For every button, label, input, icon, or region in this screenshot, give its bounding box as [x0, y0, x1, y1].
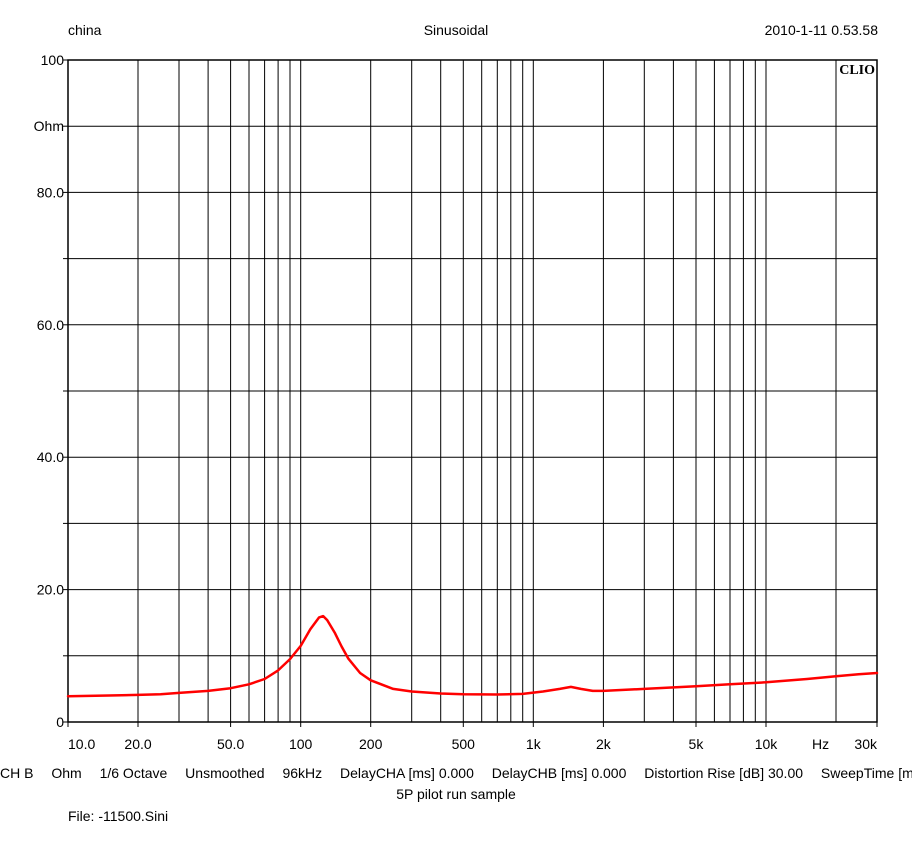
file-name: File: -11500.Sini	[68, 808, 169, 824]
x-axis-label: Hz	[812, 736, 829, 752]
channel-label: CH B	[0, 765, 34, 781]
x-tick-label: 500	[452, 736, 476, 752]
sweep-time-label: SweepTime [ms] 2184	[820, 765, 912, 781]
y-tick-label: 80.0	[37, 184, 64, 200]
samplerate-label: 96kHz	[282, 765, 323, 781]
header-center: Sinusoidal	[423, 22, 489, 38]
y-tick-label: 100	[41, 52, 65, 68]
x-tick-label: 1k	[526, 736, 542, 752]
impedance-curve	[66, 614, 879, 698]
x-tick-label: 10k	[755, 736, 779, 752]
x-tick-label: 10.0	[68, 736, 95, 752]
y-axis-label: Ohm	[34, 118, 64, 134]
distortion-rise-label: Distortion Rise [dB] 30.00	[644, 765, 804, 781]
delay-cha-label: DelayCHA [ms] 0.000	[340, 765, 474, 781]
unit-label: Ohm	[51, 765, 82, 781]
x-tick-label: 30k	[854, 736, 878, 752]
impedance-chart: 0 20.0 40.0 60.0 80.0 100 Ohm 10.0 20.0 50.0 100 20…	[34, 52, 879, 752]
octave-label: 1/6 Octave	[99, 765, 168, 781]
x-tick-label: 20.0	[124, 736, 151, 752]
brand-logo: CLIO	[839, 63, 875, 78]
x-tick-label: 5k	[689, 736, 705, 752]
header-right: 2010-1-11 0.53.58	[764, 22, 878, 38]
smoothing-label: Unsmoothed	[185, 765, 265, 781]
y-tick-label: 40.0	[37, 449, 64, 465]
y-tick-label: 0	[56, 714, 64, 730]
header-left: china	[68, 22, 102, 38]
y-tick-label: 20.0	[37, 582, 64, 598]
delay-chb-label: DelayCHB [ms] 0.000	[491, 765, 627, 781]
chart-caption: 5P pilot run sample	[396, 786, 516, 802]
x-tick-label: 2k	[596, 736, 612, 752]
x-tick-label: 100	[289, 736, 313, 752]
y-tick-label: 60.0	[37, 317, 64, 333]
settings-line: CH B Ohm 1/6 Octave Unsmoothed 96kHz Del…	[0, 765, 912, 781]
x-tick-label: 200	[359, 736, 383, 752]
x-tick-label: 50.0	[217, 736, 244, 752]
